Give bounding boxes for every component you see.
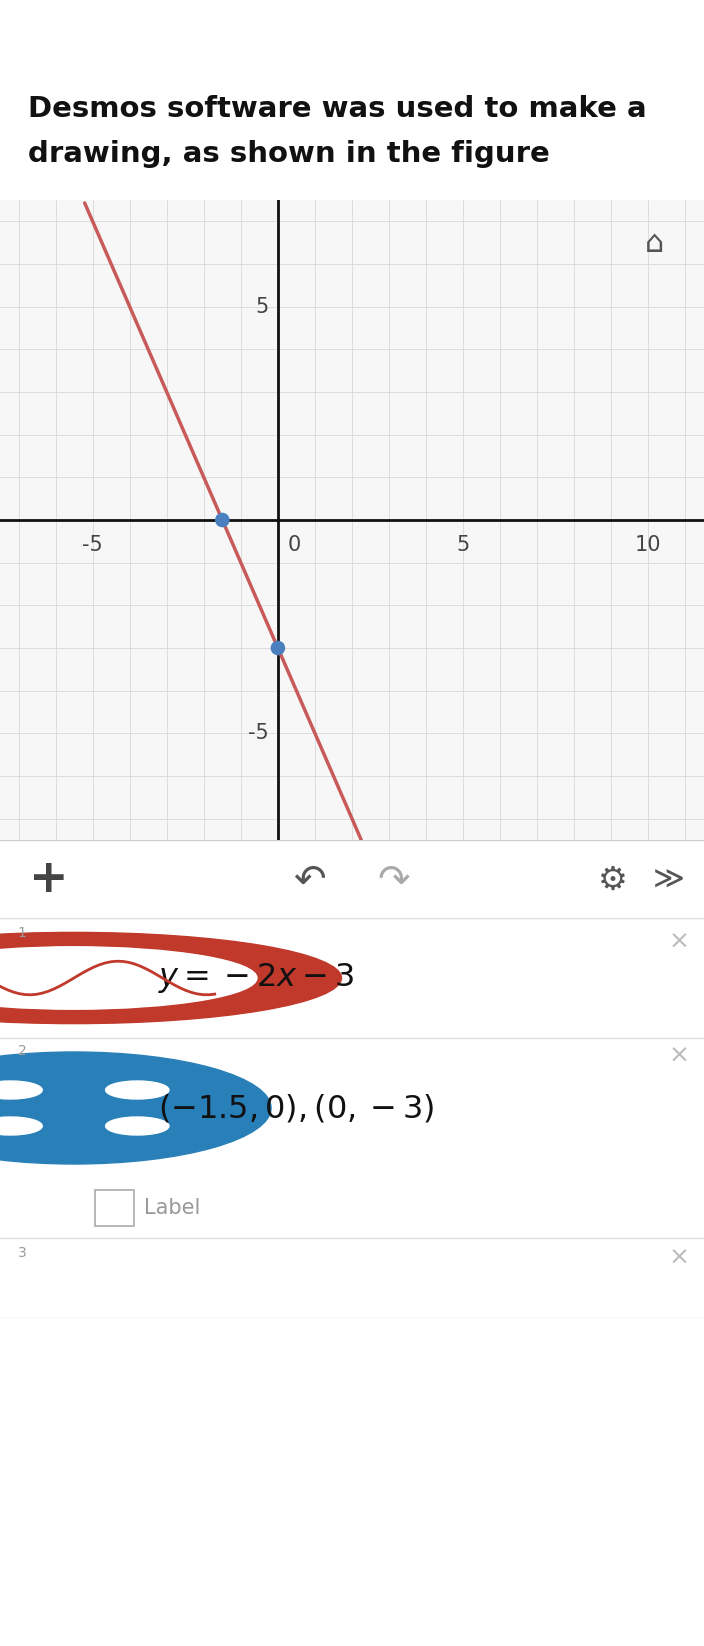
Point	[217, 507, 228, 533]
Text: 0: 0	[287, 535, 301, 555]
Text: 2: 2	[18, 1044, 26, 1058]
Text: ↶: ↶	[294, 861, 326, 900]
FancyBboxPatch shape	[95, 1190, 134, 1226]
Text: 10: 10	[635, 535, 662, 555]
Text: 5: 5	[256, 296, 269, 316]
Text: $y = -2x - 3$: $y = -2x - 3$	[158, 961, 355, 994]
Text: ×: ×	[669, 1044, 690, 1068]
Text: ⌂: ⌂	[645, 229, 665, 257]
Text: ↷: ↷	[378, 861, 410, 900]
Text: $(-1.5,0),(0,-3)$: $(-1.5,0),(0,-3)$	[158, 1091, 435, 1124]
Text: -5: -5	[248, 723, 269, 744]
Point	[272, 635, 284, 662]
Text: ×: ×	[669, 1246, 690, 1271]
Text: ⚙: ⚙	[598, 864, 627, 897]
Text: 5: 5	[456, 535, 470, 555]
Text: 1: 1	[18, 927, 27, 940]
Circle shape	[0, 1052, 271, 1164]
Text: +: +	[30, 856, 69, 902]
Circle shape	[0, 1081, 42, 1100]
Text: ×: ×	[669, 930, 690, 955]
Text: Label: Label	[144, 1198, 201, 1218]
Text: ≫: ≫	[653, 866, 685, 895]
Circle shape	[106, 1118, 169, 1136]
Circle shape	[0, 1118, 42, 1136]
Text: Desmos software was used to make a: Desmos software was used to make a	[28, 95, 647, 123]
Text: -5: -5	[82, 535, 103, 555]
Circle shape	[0, 946, 257, 1009]
Text: drawing, as shown in the figure: drawing, as shown in the figure	[28, 140, 550, 168]
Circle shape	[0, 932, 341, 1024]
Text: 3: 3	[18, 1246, 26, 1259]
Circle shape	[106, 1081, 169, 1100]
